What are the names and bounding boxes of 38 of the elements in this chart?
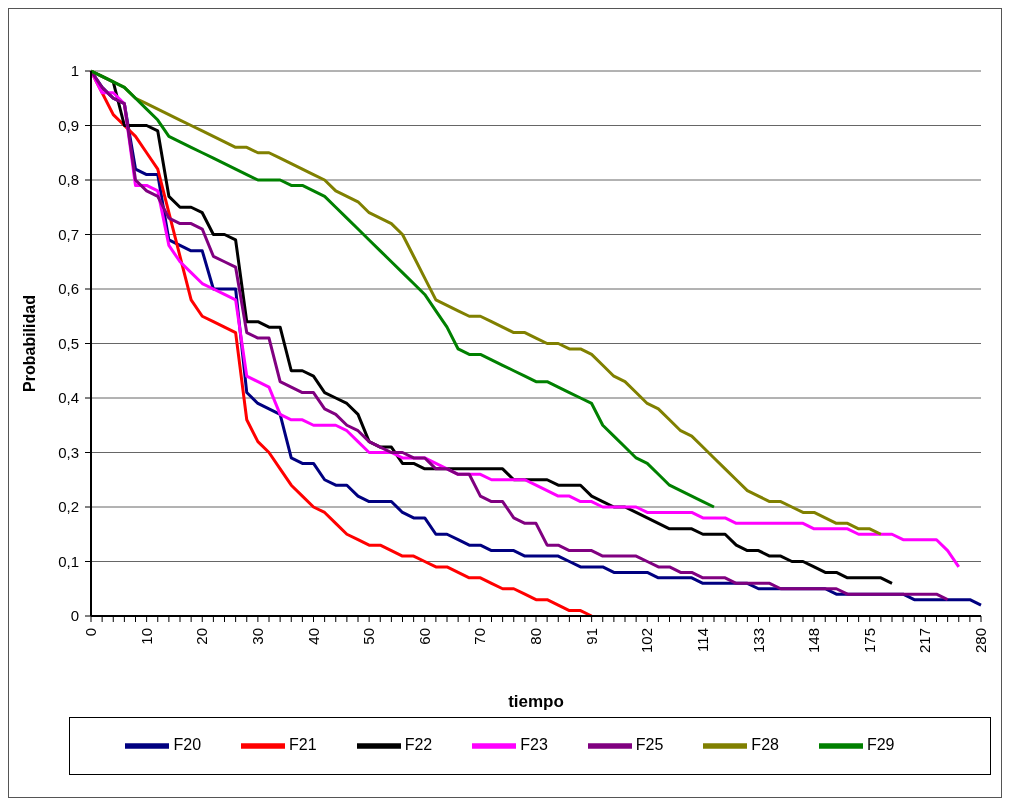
legend-label: F21 (289, 736, 317, 754)
y-tick-label: 0,9 (58, 116, 79, 134)
legend-label: F25 (635, 736, 664, 754)
legend-label: F22 (404, 736, 433, 754)
y-tick-label: 0,6 (58, 280, 79, 297)
x-tick-label: 80 (527, 628, 544, 645)
x-tick-label: 30 (248, 628, 266, 645)
x-tick-label: 0 (82, 628, 99, 637)
legend-label: F20 (173, 736, 202, 754)
x-tick-label: 148 (805, 628, 823, 654)
y-tick-label: 0,5 (58, 334, 79, 352)
x-tick-label: 40 (304, 628, 322, 645)
x-tick-label: 102 (638, 628, 656, 654)
line-series (89, 69, 716, 509)
legend-label: F29 (866, 736, 895, 754)
y-tick-label: 0,3 (58, 443, 79, 461)
x-axis-title: tiempo (508, 692, 564, 711)
y-tick-label: 0,8 (58, 171, 79, 188)
legend-label: F28 (751, 736, 779, 754)
y-tick-label: 0,7 (58, 225, 79, 243)
y-tick-label: 0,2 (58, 498, 79, 515)
x-tick-label: 70 (471, 628, 489, 645)
x-tick-label: 280 (972, 628, 989, 654)
x-tick-label: 217 (916, 628, 934, 654)
x-tick-label: 50 (360, 628, 378, 645)
y-tick-label: 0,1 (58, 552, 79, 570)
x-tick-label: 10 (137, 628, 155, 645)
x-tick-label: 133 (749, 628, 767, 654)
y-tick-label: 0 (70, 607, 79, 624)
y-tick-label: 1 (70, 62, 79, 79)
y-tick-label: 0,4 (58, 389, 79, 406)
x-tick-label: 60 (415, 628, 433, 645)
y-axis-title: Probabilidad (20, 295, 38, 392)
x-tick-label: 20 (193, 628, 211, 645)
x-tick-label: 114 (693, 628, 711, 652)
x-tick-label: 175 (860, 628, 878, 654)
x-tick-label: 91 (582, 628, 600, 645)
legend-label: F23 (520, 736, 548, 754)
